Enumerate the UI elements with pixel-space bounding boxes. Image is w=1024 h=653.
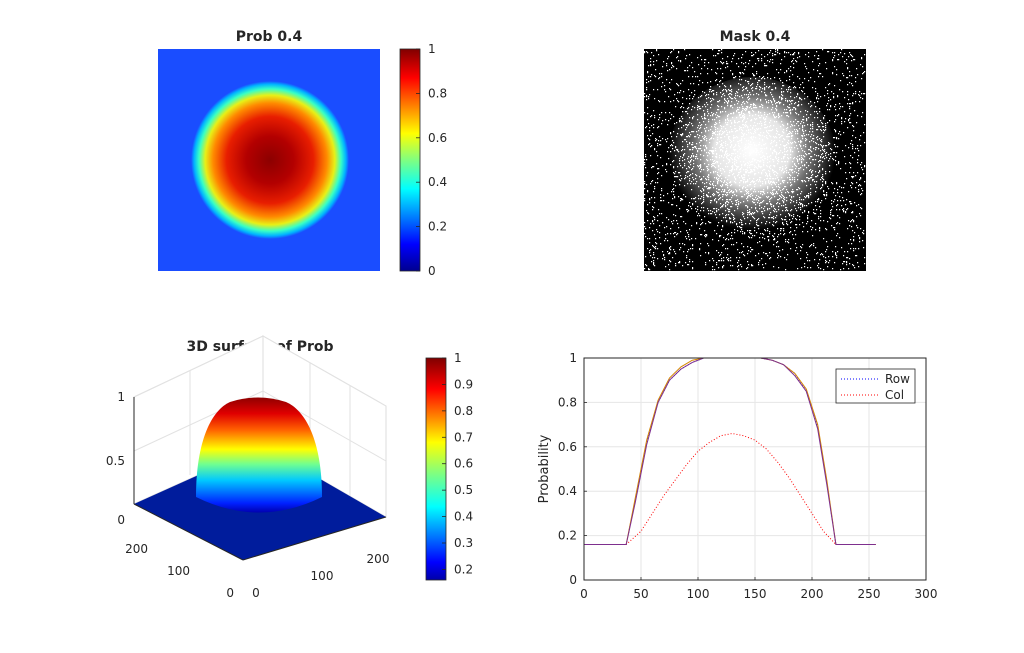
- surface-colorbar: [425, 357, 447, 581]
- series-line-3: [584, 357, 876, 545]
- series-line-1: [584, 432, 876, 545]
- legend-row-label: Row: [885, 372, 910, 386]
- x-tick-label: 100: [687, 587, 710, 601]
- x-tick-label: 250: [858, 587, 881, 601]
- surface-z-tick: 0: [117, 513, 125, 527]
- prob-heatmap-disc: [191, 81, 349, 239]
- colorbar-tick-label: 0.6: [454, 457, 473, 471]
- colorbar-tick-label: 0.2: [428, 220, 447, 234]
- colorbar-tick-label: 0.5: [454, 483, 473, 497]
- colorbar-tick-label: 0.2: [454, 562, 473, 576]
- y-tick-label: 0.6: [558, 440, 577, 454]
- surface-y-tick: 100: [167, 564, 190, 578]
- line-plot-ticks: 0 50 100 150 200 250 300 0 0.2 0.4 0.6 0.8 1: [558, 351, 938, 601]
- mask-title: Mask 0.4: [720, 29, 791, 45]
- surface-y-axis: [133, 503, 244, 561]
- prob-heatmap-title: Prob 0.4: [236, 29, 303, 45]
- surface-colorbar-ticks: 0.2 0.3 0.4 0.5 0.6 0.7 0.8 0.9 1: [442, 351, 473, 576]
- mask-panel: Mask 0.4: [644, 29, 866, 271]
- x-tick-label: 50: [633, 587, 648, 601]
- colorbar-tick-label: 0.4: [454, 510, 473, 524]
- surface-z-tick: 0.5: [106, 454, 125, 468]
- y-tick-label: 0: [569, 573, 577, 587]
- line-plot-series: [584, 357, 876, 545]
- colorbar-tick-label: 0.3: [454, 536, 473, 550]
- surface-y-tick: 200: [125, 542, 148, 556]
- surface-panel: 3D surface of Prob 1 0.5 0 200 100 0 0: [106, 335, 473, 600]
- surface-dome: [196, 397, 322, 513]
- mask-disc: [668, 77, 836, 237]
- line-plot-panel: 0 50 100 150 200 250 300 0 0.2 0.4 0.6 0.8 1 Probabi…: [537, 351, 937, 601]
- y-tick-label: 0.2: [558, 529, 577, 543]
- surface-y-tick: 0: [226, 586, 234, 600]
- surface-z-tick: 1: [117, 390, 125, 404]
- colorbar-tick-label: 0.8: [454, 404, 473, 418]
- surface-x-axis: [242, 516, 387, 561]
- x-tick-label: 150: [744, 587, 767, 601]
- prob-heatmap-panel: Prob 0.4 0 0.2 0.4 0.6 0.8 1: [158, 29, 447, 278]
- line-plot-legend: Row Col: [835, 368, 916, 404]
- legend-box: [835, 368, 916, 404]
- surface-x-tick: 100: [311, 569, 334, 583]
- colorbar-tick-label: 0.8: [428, 86, 447, 100]
- x-tick-label: 200: [801, 587, 824, 601]
- prob-colorbar: [399, 48, 421, 272]
- colorbar-tick-label: 0.6: [428, 131, 447, 145]
- colorbar-tick-label: 0.7: [454, 430, 473, 444]
- colorbar-tick-label: 0.4: [428, 175, 447, 189]
- prob-colorbar-ticks: 0 0.2 0.4 0.6 0.8 1: [416, 42, 447, 278]
- surface-x-tick: 200: [367, 552, 390, 566]
- x-tick-label: 300: [915, 587, 938, 601]
- legend-col-label: Col: [885, 388, 904, 402]
- colorbar-tick-label: 0.9: [454, 377, 473, 391]
- colorbar-tick-label: 1: [454, 351, 462, 365]
- y-tick-label: 0.8: [558, 395, 577, 409]
- y-tick-label: 0.4: [558, 484, 577, 498]
- colorbar-tick-label: 1: [428, 42, 436, 56]
- y-tick-label: 1: [569, 351, 577, 365]
- surface-x-tick: 0: [252, 586, 260, 600]
- x-tick-label: 0: [580, 587, 588, 601]
- colorbar-tick-label: 0: [428, 264, 436, 278]
- line-plot-ylabel: Probability: [537, 434, 552, 503]
